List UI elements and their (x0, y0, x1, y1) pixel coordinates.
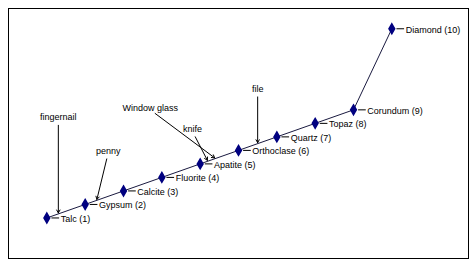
svg-text:Quartz (7): Quartz (7) (291, 133, 332, 143)
svg-text:fingernail: fingernail (40, 112, 77, 122)
svg-text:Calcite (3): Calcite (3) (137, 187, 178, 197)
svg-text:Apatite (5): Apatite (5) (214, 160, 256, 170)
svg-text:penny: penny (96, 146, 121, 156)
svg-text:Window glass: Window glass (123, 103, 179, 113)
svg-text:Orthoclase (6): Orthoclase (6) (252, 146, 309, 156)
svg-text:Corundum (9): Corundum (9) (367, 106, 423, 116)
svg-text:knife: knife (183, 124, 202, 134)
svg-text:file: file (252, 84, 264, 94)
svg-text:Talc (1): Talc (1) (61, 214, 91, 224)
svg-text:Fluorite (4): Fluorite (4) (176, 173, 220, 183)
svg-text:Diamond (10): Diamond (10) (406, 25, 461, 35)
svg-text:Gypsum (2): Gypsum (2) (99, 200, 146, 210)
svg-text:Topaz (8): Topaz (8) (329, 119, 367, 129)
